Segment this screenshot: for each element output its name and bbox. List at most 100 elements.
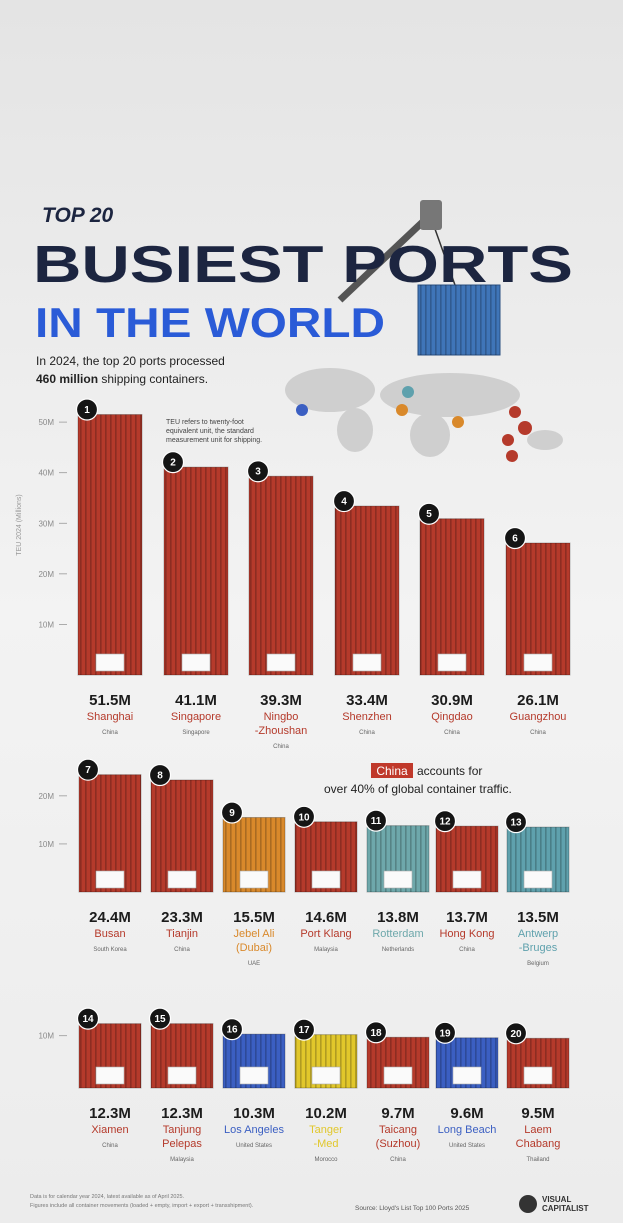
value-label: 12.3M	[89, 1105, 131, 1122]
flag	[266, 653, 296, 672]
rank-label: 20	[510, 1029, 522, 1040]
port-name: Tanger -Med	[309, 1124, 343, 1150]
port-name: Busan	[94, 928, 125, 940]
bar-texture	[249, 476, 313, 675]
flag	[239, 870, 269, 889]
country: China	[390, 1157, 406, 1163]
country: Malaysia	[314, 947, 338, 953]
rank-label: 2	[170, 458, 176, 469]
flag	[95, 1066, 125, 1085]
value-label: 13.5M	[517, 909, 559, 926]
country: China	[102, 1143, 118, 1149]
intro: In 2024, the top 20 ports processed	[36, 354, 225, 368]
callout: accounts for	[417, 764, 482, 778]
rank-label: 17	[298, 1025, 310, 1036]
rank-label: 6	[512, 533, 518, 544]
value-label: 30.9M	[431, 692, 473, 709]
rank-badge	[364, 1021, 388, 1044]
rank-label: 16	[226, 1025, 238, 1036]
bar-frame	[435, 1037, 499, 1089]
bar-frame	[222, 816, 286, 893]
value-label: 12.3M	[161, 1105, 203, 1122]
port-name: Long Beach	[438, 1124, 497, 1136]
port-name: Hong Kong	[439, 928, 494, 940]
bar-frame	[294, 821, 358, 893]
rank-badge	[220, 1018, 244, 1041]
bar-frame	[506, 1037, 570, 1089]
rank-badge	[161, 451, 185, 474]
rank-badge	[433, 810, 457, 833]
bar-texture	[506, 542, 570, 675]
value-label: 33.4M	[346, 692, 388, 709]
value-label: 9.7M	[381, 1105, 414, 1122]
y-tick-label: 30M	[38, 519, 54, 528]
kicker: TOP 20	[42, 204, 114, 227]
flag	[167, 870, 197, 889]
bar-frame	[506, 826, 570, 893]
value-label: 39.3M	[260, 692, 302, 709]
country: China	[459, 947, 475, 953]
value-label: 51.5M	[89, 692, 131, 709]
value-label: 26.1M	[517, 692, 559, 709]
rank-badge	[76, 758, 100, 781]
value-label: 15.5M	[233, 909, 275, 926]
y-tick-label: 10M	[38, 1032, 54, 1041]
country: United States	[449, 1143, 485, 1149]
port-name: Antwerp -Bruges	[518, 928, 558, 954]
country: Malaysia	[170, 1157, 194, 1163]
bar-frame	[77, 414, 143, 676]
y-tick-label: 10M	[38, 840, 54, 849]
y-tick-label: 50M	[38, 418, 54, 427]
country: United States	[236, 1143, 272, 1149]
bar-texture	[335, 506, 399, 675]
country: China	[174, 947, 190, 953]
source: Source: Lloyd's List Top 100 Ports 2025	[355, 1205, 470, 1212]
y-tick-label: 40M	[38, 469, 54, 478]
country: China	[530, 730, 546, 736]
callout-highlight-box	[371, 763, 413, 778]
flag	[523, 1066, 553, 1085]
bar-frame	[78, 774, 142, 893]
rank-label: 10	[298, 812, 310, 823]
port-name: Jebel Ali (Dubai)	[234, 928, 275, 954]
flag	[167, 1066, 197, 1085]
brand-logo	[519, 1195, 537, 1213]
rank-label: 8	[157, 770, 163, 781]
port-name: Ningbo -Zhoushan	[255, 711, 308, 737]
title: BUSIEST PORTS	[33, 236, 573, 294]
country: UAE	[248, 961, 260, 967]
world-map	[285, 368, 563, 462]
flag	[181, 653, 211, 672]
port-name: Port Klang	[300, 928, 351, 940]
bar-frame	[366, 1036, 430, 1089]
country: Belgium	[527, 961, 549, 967]
y-tick-label: 20M	[38, 570, 54, 579]
bar-frame	[435, 825, 499, 893]
rank-badge	[417, 502, 441, 525]
country: China	[273, 744, 289, 750]
flag	[523, 870, 553, 889]
bar-frame	[505, 542, 571, 676]
y-tick-label: 10M	[38, 620, 54, 629]
flag	[383, 870, 413, 889]
country: Thailand	[526, 1157, 549, 1163]
intro-bold: 460 million	[36, 372, 98, 386]
country: China	[359, 730, 375, 736]
rank-label: 14	[82, 1014, 94, 1025]
bar-frame	[294, 1034, 358, 1089]
port-name: Shanghai	[87, 711, 134, 723]
footnote: Figures include all container movements …	[30, 1203, 254, 1209]
rank-badge	[503, 526, 527, 550]
value-label: 23.3M	[161, 909, 203, 926]
rank-badge	[292, 1018, 316, 1041]
flag	[452, 1066, 482, 1085]
country: Singapore	[182, 730, 210, 736]
rank-badge	[220, 801, 244, 824]
rank-badge	[504, 1022, 528, 1045]
callout-highlight: China	[376, 764, 408, 778]
country: South Korea	[93, 947, 127, 953]
bar-frame	[163, 466, 229, 676]
brand: CAPITALIST	[542, 1204, 589, 1213]
port-name: Los Angeles	[224, 1124, 284, 1136]
brand: VISUAL	[542, 1195, 571, 1204]
